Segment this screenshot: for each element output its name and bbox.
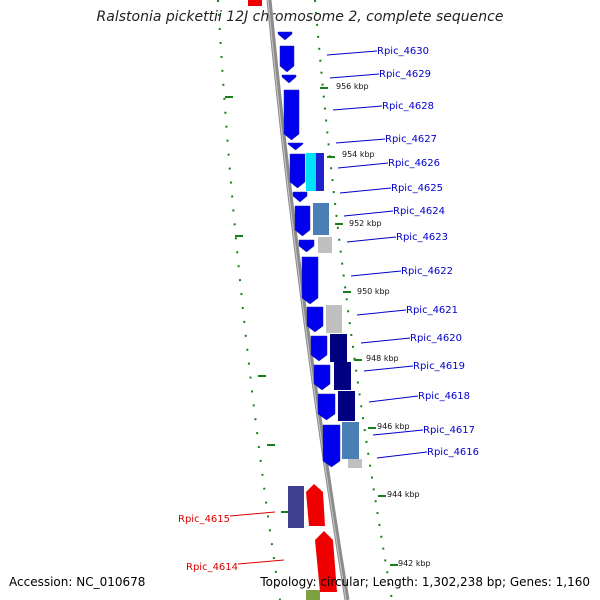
kbp-label: 954 kbp [342, 150, 375, 159]
gene-leader-line [339, 187, 392, 194]
forward-gene-arrow [301, 256, 319, 305]
forward-gene-arrow [287, 142, 304, 151]
kbp-label: 950 kbp [357, 287, 390, 296]
reverse-feature-box [288, 486, 304, 528]
gene-label: Rpic_4617 [423, 425, 475, 436]
forward-gene-arrow [306, 306, 324, 333]
forward-gene-arrow [292, 191, 308, 203]
reverse-feature-box [306, 590, 320, 600]
forward-gene-arrow [289, 153, 306, 189]
gene-leader-line [335, 138, 386, 144]
feature-box-track [306, 153, 362, 468]
kbp-label: 952 kbp [349, 219, 382, 228]
feature-box [316, 153, 324, 191]
feature-box [334, 362, 351, 390]
feature-box [318, 237, 332, 253]
gene-label: Rpic_4630 [377, 46, 429, 57]
gene-leader-line [368, 395, 419, 403]
gene-leader-line [346, 236, 397, 243]
kbp-label-layer: 956 kbp 954 kbp 952 kbp 950 kbp 948 kbp 946 k… [336, 82, 431, 568]
reverse-gene-arrow [306, 484, 325, 526]
forward-gene-track [277, 31, 341, 468]
chromosome-backbone [266, 0, 350, 600]
gene-label-layer: Rpic_4630 Rpic_4629 Rpic_4628 Rpic_4627 Rpic… [178, 46, 479, 573]
gene-leader-line [356, 309, 407, 316]
gene-label: Rpic_4619 [413, 361, 465, 372]
forward-gene-arrow [294, 205, 311, 237]
feature-box [338, 391, 355, 421]
gene-leader-line [376, 451, 428, 459]
feature-box [326, 305, 342, 333]
gene-label: Rpic_4615 [178, 514, 230, 525]
gene-leader-line [329, 73, 380, 79]
gene-label: Rpic_4627 [385, 134, 437, 145]
outer-ruler-ticks [320, 87, 398, 566]
chromosome-backbone-highlight [267, 0, 347, 600]
gene-leader-line [332, 105, 383, 111]
kbp-label: 946 kbp [377, 422, 410, 431]
gene-leader-line [229, 511, 276, 517]
gene-label: Rpic_4628 [382, 101, 434, 112]
forward-gene-arrow [277, 31, 293, 41]
forward-gene-arrow [313, 364, 331, 391]
gene-leader-line [343, 210, 394, 217]
gene-label: Rpic_4621 [406, 305, 458, 316]
forward-gene-arrow [283, 89, 300, 141]
gene-label: Rpic_4625 [391, 183, 443, 194]
outer-ruler [314, 0, 393, 600]
gene-label: Rpic_4620 [410, 333, 462, 344]
reverse-gene-track [248, 0, 337, 600]
feature-box [348, 459, 362, 468]
inner-ruler [217, 0, 281, 600]
gene-leader-line [372, 429, 424, 436]
gene-label: Rpic_4624 [393, 206, 445, 217]
gene-label: Rpic_4614 [186, 562, 238, 573]
feature-box [342, 422, 359, 459]
gene-leader-line [350, 270, 402, 277]
gene-leader-line [326, 50, 378, 56]
kbp-label: 948 kbp [366, 354, 399, 363]
map-title: Ralstonia pickettii 12J chromosome 2, co… [96, 9, 504, 25]
inner-ruler-ticks [225, 96, 289, 513]
forward-gene-arrow [310, 335, 328, 362]
gene-leader-line [363, 365, 414, 372]
gene-leader-line [360, 337, 411, 344]
feature-box [306, 153, 316, 191]
forward-gene-arrow [322, 424, 341, 468]
kbp-label: 956 kbp [336, 82, 369, 91]
gene-label: Rpic_4618 [418, 391, 470, 402]
topology-text: Topology: circular; Length: 1,302,238 bp… [260, 575, 590, 589]
kbp-label: 944 kbp [387, 490, 420, 499]
kbp-label: 942 kbp [398, 559, 431, 568]
feature-box [313, 203, 329, 235]
gene-label: Rpic_4626 [388, 158, 440, 169]
forward-gene-arrow [317, 393, 336, 421]
reverse-gene-arrow [315, 531, 337, 592]
forward-gene-arrow [281, 74, 297, 84]
gene-label: Rpic_4623 [396, 232, 448, 243]
gene-label: Rpic_4629 [379, 69, 431, 80]
accession-text: Accession: NC_010678 [9, 575, 146, 589]
gene-label: Rpic_4616 [427, 447, 479, 458]
gene-label: Rpic_4622 [401, 266, 453, 277]
reverse-gene-arrow [248, 0, 262, 6]
forward-gene-arrow [279, 45, 295, 73]
gene-leader-line [337, 162, 389, 169]
feature-box [330, 334, 347, 362]
forward-gene-arrow [298, 239, 315, 253]
gene-leader-line [237, 559, 285, 565]
